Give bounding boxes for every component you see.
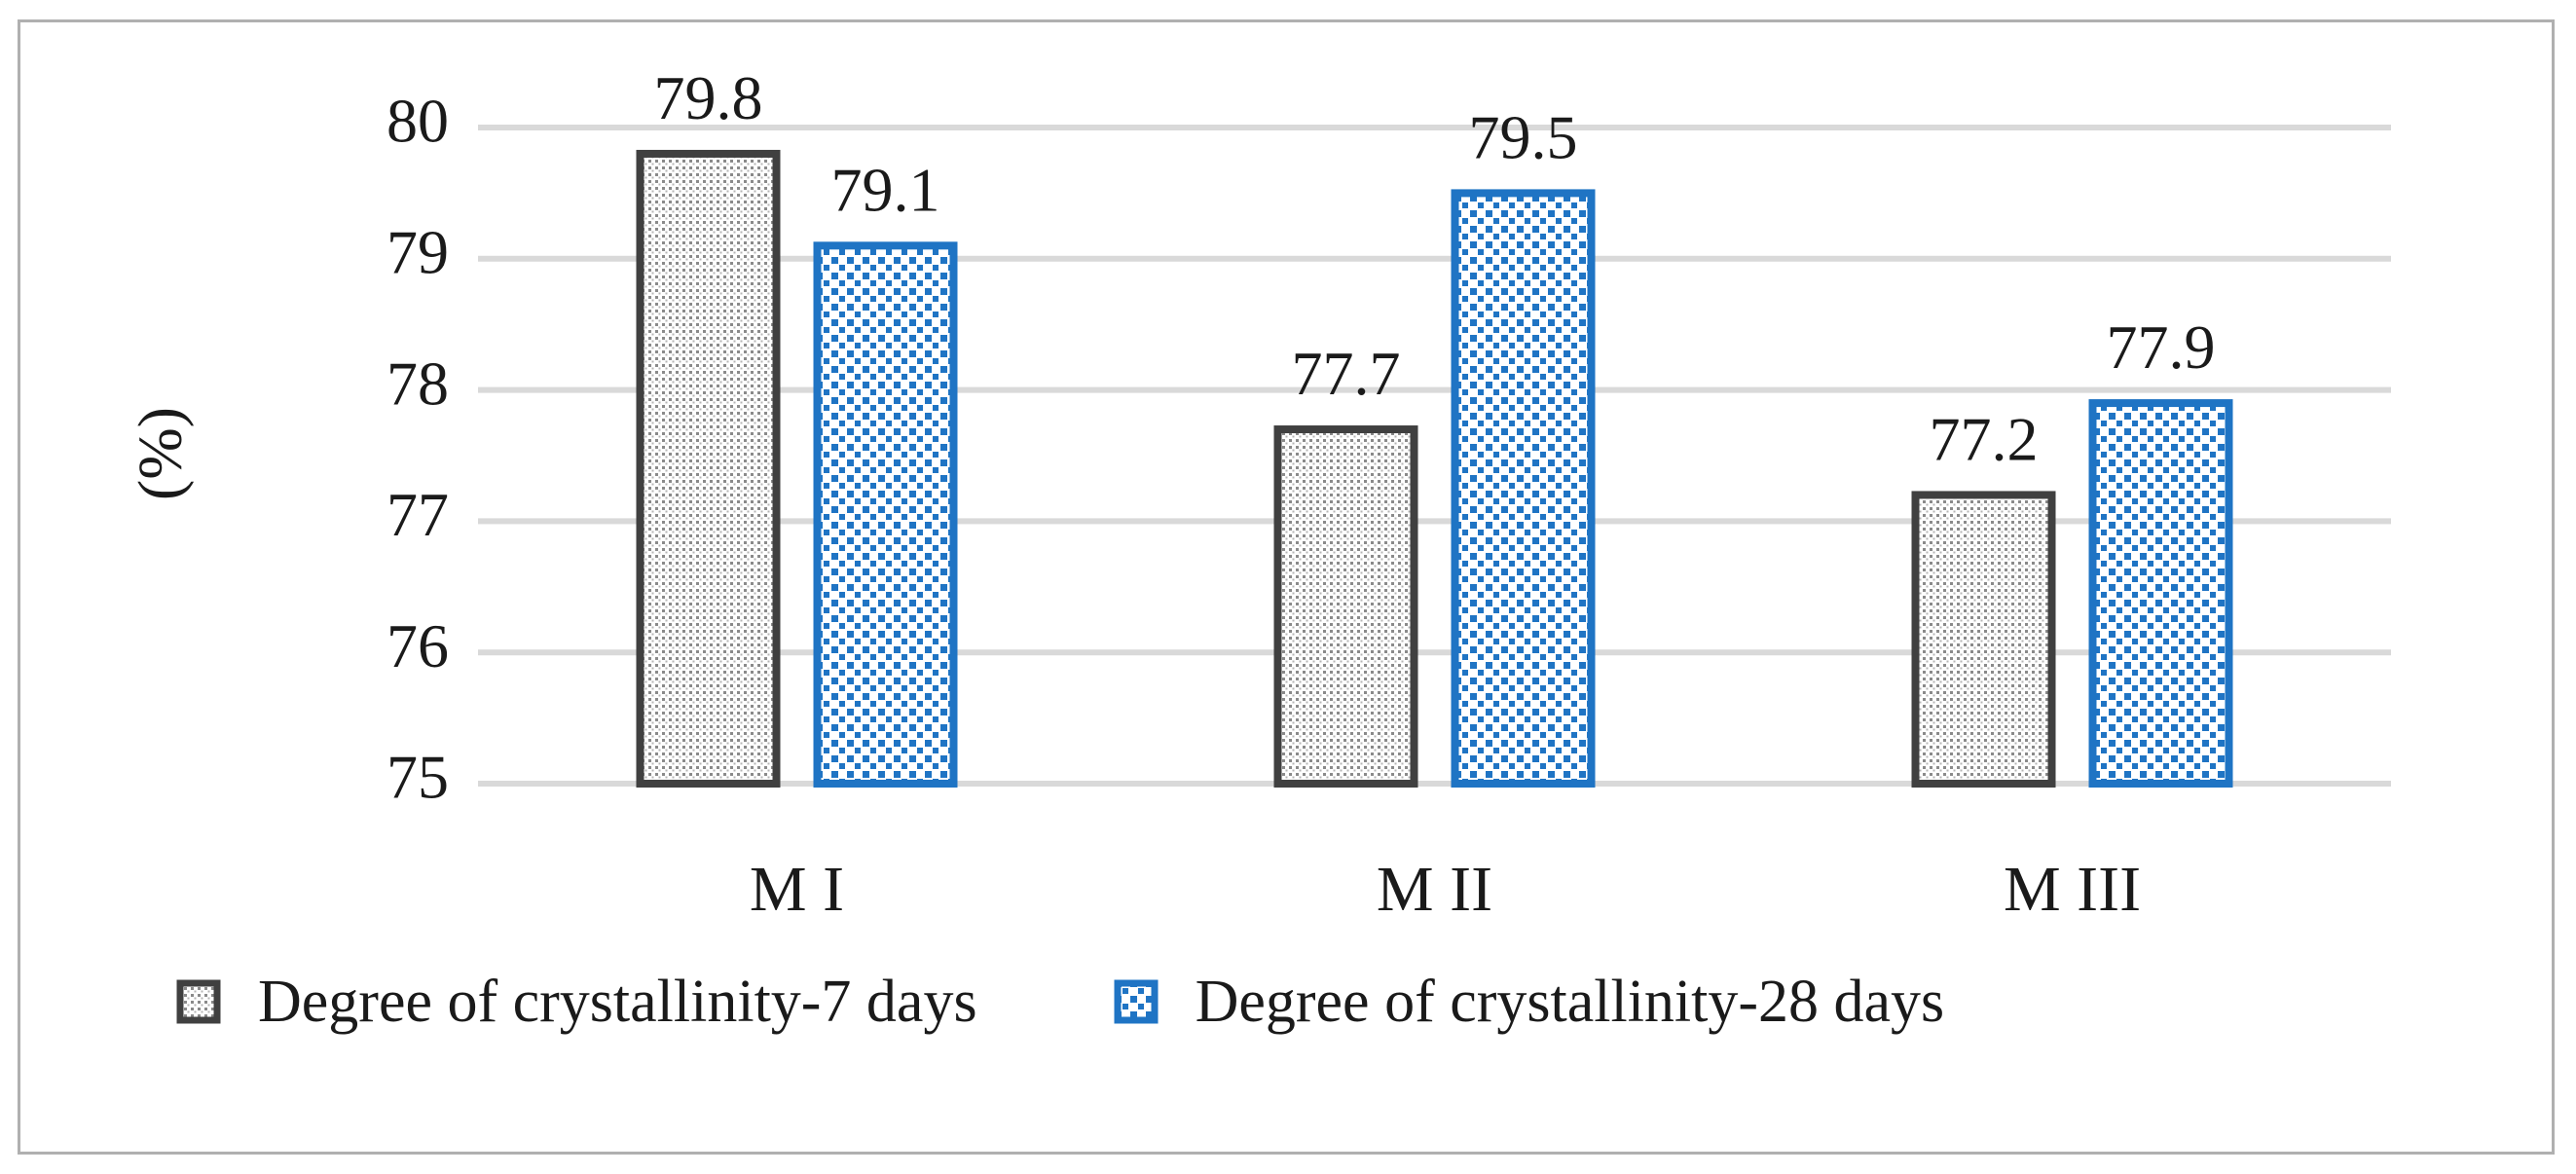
data-label-m-iii-7-days: 77.2	[1930, 404, 2039, 473]
data-label-m-i-28-days: 79.1	[831, 155, 940, 224]
legend-item-28-days[interactable]: Degree of crystallinity-28 days	[1114, 968, 1945, 1037]
legend: Degree of crystallinity-7 days Degree of…	[176, 963, 1944, 1041]
bars	[636, 149, 2233, 788]
y-tick-label: 80	[386, 87, 449, 156]
data-label-m-ii-7-days: 77.7	[1292, 339, 1401, 408]
legend-item-7-days[interactable]: Degree of crystallinity-7 days	[176, 968, 977, 1037]
legend-label-28-days: Degree of crystallinity-28 days	[1195, 968, 1945, 1035]
bar-m-iii-28-days[interactable]	[2088, 399, 2233, 788]
data-labels: 79.8 79.1 77.7 79.5 77.2 77.9	[654, 63, 2216, 473]
bar-m-ii-7-days[interactable]	[1273, 425, 1418, 788]
y-tick-label: 78	[386, 349, 449, 418]
x-tick-label-m-i: M I	[750, 854, 844, 925]
x-tick-label-m-iii: M III	[2004, 854, 2141, 925]
y-axis-label: (%)	[126, 407, 195, 500]
y-tick-label: 76	[386, 611, 449, 680]
gridlines	[478, 125, 2391, 787]
legend-label-7-days: Degree of crystallinity-7 days	[258, 968, 977, 1035]
chart-frame: 75 76 77 78 79 80 (%) 79.8 79.1 77.7 79.5 77.2 77.…	[18, 19, 2555, 1155]
legend-swatch-28-days-icon	[1114, 979, 1159, 1024]
data-label-m-ii-28-days: 79.5	[1469, 102, 1578, 171]
y-tick-labels: 75 76 77 78 79 80	[386, 87, 449, 812]
data-label-m-i-7-days: 79.8	[654, 63, 763, 132]
bar-chart: 75 76 77 78 79 80 (%) 79.8 79.1 77.7 79.5 77.2 77.…	[126, 63, 2391, 925]
x-tick-label-m-ii: M II	[1377, 854, 1492, 925]
bar-m-i-28-days[interactable]	[813, 241, 958, 788]
bar-m-iii-7-days[interactable]	[1911, 491, 2056, 788]
y-tick-label: 75	[386, 743, 449, 812]
y-tick-label: 79	[386, 217, 449, 286]
data-label-m-iii-28-days: 77.9	[2107, 312, 2216, 382]
legend-swatch-7-days-icon	[176, 979, 221, 1024]
x-tick-labels: M I M II M III	[750, 854, 2141, 925]
y-tick-label: 77	[386, 480, 449, 549]
bar-m-ii-28-days[interactable]	[1451, 189, 1596, 788]
bar-m-i-7-days[interactable]	[636, 149, 781, 788]
